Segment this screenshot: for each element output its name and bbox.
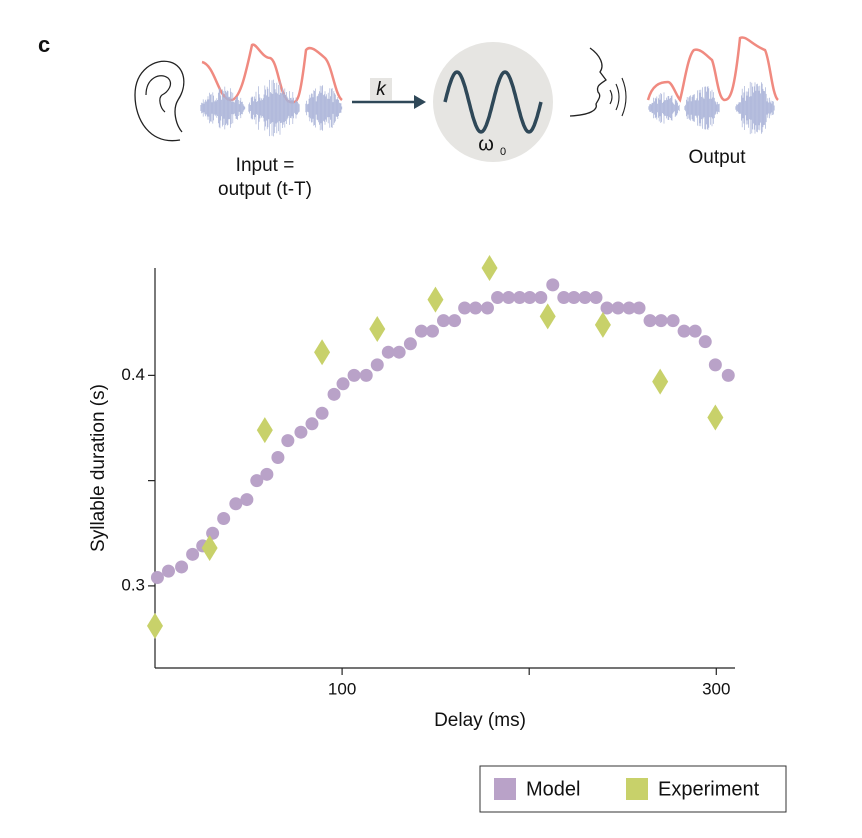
legend-swatch xyxy=(626,778,648,800)
model-point xyxy=(150,570,164,584)
model-point xyxy=(175,560,189,574)
model-point xyxy=(632,301,646,315)
experiment-point xyxy=(481,255,498,281)
model-point xyxy=(392,345,406,359)
model-point xyxy=(567,290,581,304)
output-envelope xyxy=(646,36,780,103)
ear-inner xyxy=(145,75,172,113)
experiment-point xyxy=(539,303,556,330)
model-point xyxy=(643,314,657,328)
experiment-point xyxy=(314,339,331,366)
model-point xyxy=(370,358,384,372)
gain-box xyxy=(370,78,392,100)
input-label: output (t-T) xyxy=(218,179,312,200)
model-point xyxy=(708,358,722,372)
waveform xyxy=(200,79,343,137)
experiment-point xyxy=(594,311,611,338)
model-point xyxy=(240,493,254,507)
waveform xyxy=(648,81,775,135)
model-point xyxy=(381,345,395,359)
model-point xyxy=(281,434,295,448)
face-icon xyxy=(569,47,607,117)
model-point xyxy=(600,301,614,315)
model-point xyxy=(260,467,274,481)
model-point xyxy=(589,290,603,304)
diagram: k ω 0 Input = output (t-T) Output xyxy=(134,36,780,200)
experiment-point xyxy=(707,404,724,431)
legend-label: Model xyxy=(526,778,580,800)
sound-waves xyxy=(609,77,627,117)
experiment-point xyxy=(201,535,218,561)
output-label: Output xyxy=(688,147,746,168)
experiment-point xyxy=(147,612,163,639)
model-point xyxy=(414,324,428,338)
ear-icon xyxy=(134,60,185,142)
model-point xyxy=(336,377,350,391)
model-point xyxy=(186,547,200,561)
model-point xyxy=(622,301,636,315)
model-point xyxy=(271,450,285,464)
experiment-point xyxy=(256,417,273,444)
input-label: Input = xyxy=(236,155,295,176)
model-point xyxy=(403,337,417,351)
experiment-point xyxy=(652,368,669,395)
model-point xyxy=(557,290,571,304)
model-point xyxy=(437,314,451,328)
model-point xyxy=(229,497,243,511)
omega-label: ω xyxy=(478,133,494,155)
model-point xyxy=(250,474,264,488)
model-point xyxy=(698,335,712,349)
model-point xyxy=(448,314,462,328)
model-point xyxy=(534,290,548,304)
model-point xyxy=(305,417,319,431)
model-point xyxy=(161,564,175,578)
y-tick-label: 0.4 xyxy=(121,365,145,384)
model-point xyxy=(666,314,680,328)
model-point xyxy=(347,368,361,382)
model-point xyxy=(327,387,341,401)
model-point xyxy=(654,314,668,328)
model-point xyxy=(458,301,472,315)
model-point xyxy=(491,290,505,304)
model-point xyxy=(502,290,516,304)
model-point xyxy=(677,324,691,338)
model-point xyxy=(546,278,560,292)
model-point xyxy=(468,301,482,315)
model-point xyxy=(359,368,373,382)
x-tick-label: 300 xyxy=(702,679,730,698)
x-axis-label: Delay (ms) xyxy=(434,710,526,731)
experiment-point xyxy=(427,286,444,313)
arrow-head xyxy=(414,95,426,109)
model-point xyxy=(294,425,308,439)
model-point xyxy=(611,301,625,315)
model-point xyxy=(513,290,527,304)
gain-label: k xyxy=(376,79,387,100)
model-point xyxy=(523,290,537,304)
legend-swatch xyxy=(494,778,516,800)
y-tick-label: 0.3 xyxy=(121,575,145,594)
experiment-point xyxy=(369,316,386,343)
panel-label: c xyxy=(38,32,50,57)
model-point xyxy=(315,406,329,420)
model-point xyxy=(480,301,494,315)
oscillator-wave xyxy=(443,70,543,134)
model-point xyxy=(688,324,702,338)
y-axis-label: Syllable duration (s) xyxy=(88,384,109,552)
model-point xyxy=(425,324,439,338)
model-point xyxy=(578,290,592,304)
model-point xyxy=(721,368,735,382)
x-tick-label: 100 xyxy=(328,679,356,698)
model-point xyxy=(217,512,231,526)
omega-subscript: 0 xyxy=(500,146,506,158)
legend-label: Experiment xyxy=(658,778,760,800)
